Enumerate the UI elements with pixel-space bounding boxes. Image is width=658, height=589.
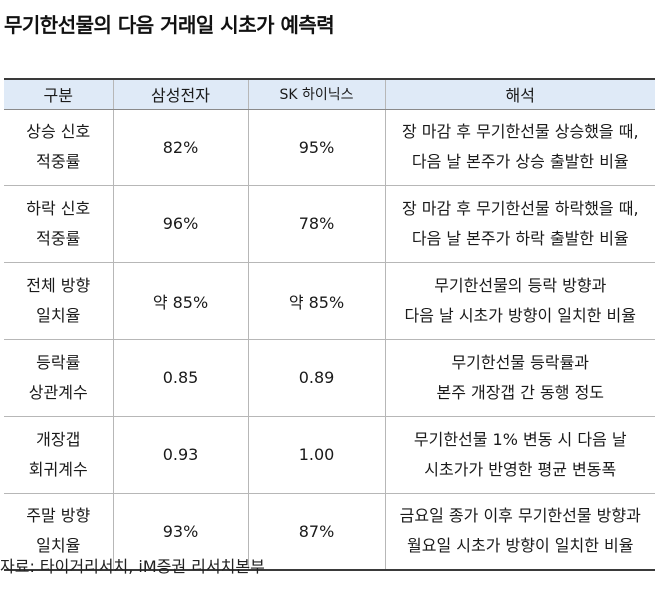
samsung-value: 82% — [112, 108, 249, 186]
row-label-line: 주말 방향 — [26, 506, 91, 526]
source-note: 자료: 타이거리서치, iM증권 리서치본부 — [0, 557, 265, 576]
interpretation: 장 마감 후 무기한선물 하락했을 때, 다음 날 본주가 하락 출발한 비율 — [384, 184, 655, 263]
header-category: 구분 — [4, 78, 114, 110]
row-label-line: 상관계수 — [28, 382, 88, 402]
row-label-line: 하락 신호 — [26, 198, 91, 218]
interpretation-line: 본주 개장갭 간 동행 정도 — [436, 382, 605, 402]
interpretation-line: 다음 날 본주가 하락 출발한 비율 — [411, 228, 629, 248]
samsung-value: 약 85% — [112, 261, 249, 340]
row-label-line: 개장갭 — [36, 429, 81, 449]
row-label: 하락 신호 적중률 — [4, 184, 114, 263]
interpretation: 장 마감 후 무기한선물 상승했을 때, 다음 날 본주가 상승 출발한 비율 — [384, 108, 655, 186]
row-label-line: 적중률 — [36, 152, 81, 171]
table-row: 개장갭 회귀계수 0.93 1.00 무기한선물 1% 변동 시 다음 날 시초… — [4, 415, 655, 494]
interpretation-line: 무기한선물 1% 변동 시 다음 날 — [413, 429, 627, 449]
prediction-table: 구분 삼성전자 SK 하이닉스 해석 상승 신호 적중률 82% 95% 장 마… — [4, 78, 655, 571]
interpretation: 금요일 종가 이후 무기한선물 방향과 월요일 시초가 방향이 일치한 비율 — [384, 492, 655, 571]
row-label: 상승 신호 적중률 — [4, 108, 114, 186]
interpretation-line: 장 마감 후 무기한선물 상승했을 때, — [401, 122, 639, 141]
row-label-line: 회귀계수 — [28, 459, 88, 479]
row-label: 전체 방향 일치율 — [4, 261, 114, 340]
interpretation-line: 무기한선물 등락률과 — [451, 352, 590, 372]
page-title: 무기한선물의 다음 거래일 시초가 예측력 — [4, 13, 335, 37]
interpretation-line: 장 마감 후 무기한선물 하락했을 때, — [401, 198, 639, 218]
row-label-line: 적중률 — [36, 228, 81, 248]
table-header-row: 구분 삼성전자 SK 하이닉스 해석 — [4, 78, 655, 110]
row-label: 등락률 상관계수 — [4, 338, 114, 417]
interpretation: 무기한선물 등락률과 본주 개장갭 간 동행 정도 — [384, 338, 655, 417]
row-label-line: 등락률 — [36, 352, 81, 372]
row-label-line: 전체 방향 — [26, 275, 91, 295]
sk-hynix-value: 약 85% — [247, 261, 386, 340]
sk-hynix-value: 0.89 — [247, 338, 386, 417]
interpretation-line: 다음 날 본주가 상승 출발한 비율 — [411, 152, 629, 171]
samsung-value: 93% — [112, 492, 249, 571]
sk-hynix-value: 87% — [247, 492, 386, 571]
samsung-value: 0.93 — [112, 415, 249, 494]
interpretation-line: 무기한선물의 등락 방향과 — [434, 275, 607, 295]
interpretation: 무기한선물의 등락 방향과 다음 날 시초가 방향이 일치한 비율 — [384, 261, 655, 340]
samsung-value: 0.85 — [112, 338, 249, 417]
row-label-line: 상승 신호 — [26, 122, 91, 141]
header-samsung: 삼성전자 — [112, 78, 249, 110]
samsung-value: 96% — [112, 184, 249, 263]
sk-hynix-value: 1.00 — [247, 415, 386, 494]
table-row: 하락 신호 적중률 96% 78% 장 마감 후 무기한선물 하락했을 때, 다… — [4, 184, 655, 263]
table-row: 주말 방향 일치율 93% 87% 금요일 종가 이후 무기한선물 방향과 월요… — [4, 492, 655, 571]
interpretation: 무기한선물 1% 변동 시 다음 날 시초가가 반영한 평균 변동폭 — [384, 415, 655, 494]
header-interpretation: 해석 — [384, 78, 655, 110]
sk-hynix-value: 95% — [247, 108, 386, 186]
interpretation-line: 시초가가 반영한 평균 변동폭 — [424, 459, 617, 479]
row-label: 주말 방향 일치율 — [4, 492, 114, 571]
row-label: 개장갭 회귀계수 — [4, 415, 114, 494]
sk-hynix-value: 78% — [247, 184, 386, 263]
table-row: 상승 신호 적중률 82% 95% 장 마감 후 무기한선물 상승했을 때, 다… — [4, 108, 655, 186]
interpretation-line: 다음 날 시초가 방향이 일치한 비율 — [404, 305, 636, 325]
table-row: 전체 방향 일치율 약 85% 약 85% 무기한선물의 등락 방향과 다음 날… — [4, 261, 655, 340]
header-sk-hynix: SK 하이닉스 — [247, 78, 386, 110]
row-label-line: 일치율 — [36, 305, 81, 325]
interpretation-line: 월요일 시초가 방향이 일치한 비율 — [407, 536, 634, 556]
row-label-line: 일치율 — [36, 536, 81, 556]
table-row: 등락률 상관계수 0.85 0.89 무기한선물 등락률과 본주 개장갭 간 동… — [4, 338, 655, 417]
interpretation-line: 금요일 종가 이후 무기한선물 방향과 — [399, 506, 641, 526]
